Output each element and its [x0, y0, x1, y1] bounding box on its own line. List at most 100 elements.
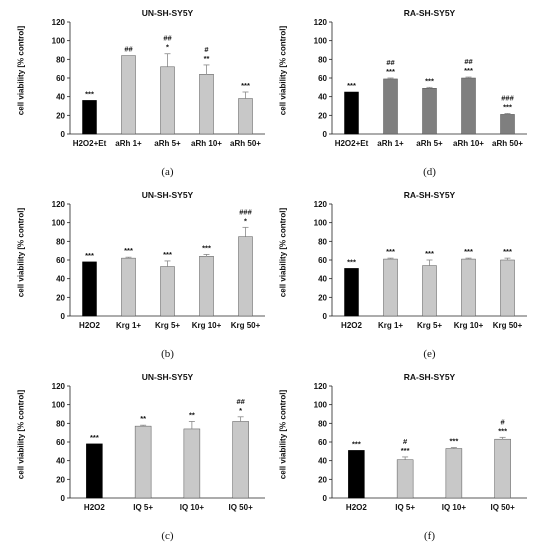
x-tick-label: Krg 1+ [116, 321, 141, 330]
bar [383, 258, 398, 317]
significance-label: ## [464, 57, 473, 66]
x-tick-label: H2O2 [79, 321, 100, 330]
panel-label: (c) [161, 530, 174, 542]
significance-label: ** [189, 410, 195, 419]
significance-label: *** [202, 243, 211, 252]
bar [121, 257, 136, 317]
y-tick-label: 20 [318, 111, 327, 120]
x-tick-label: aRh 10+ [191, 139, 222, 148]
y-tick-label: 60 [318, 256, 327, 265]
y-tick-label: 80 [56, 419, 65, 428]
y-tick-label: 40 [318, 93, 327, 102]
y-tick-label: 80 [56, 55, 65, 64]
bar [494, 438, 511, 499]
y-tick-label: 100 [52, 219, 66, 228]
x-tick-label: aRh 1+ [115, 139, 142, 148]
bar [160, 66, 175, 135]
significance-label: *** [503, 247, 512, 256]
bar [461, 77, 476, 135]
y-tick-label: 0 [323, 312, 328, 321]
y-tick-label: 20 [56, 111, 65, 120]
bar [199, 74, 214, 135]
significance-label: ## [163, 34, 172, 43]
x-tick-label: aRh 5+ [154, 139, 181, 148]
y-tick-label: 60 [318, 74, 327, 83]
chart-title: UN-SH-SY5Y [141, 8, 194, 18]
y-tick-label: 80 [318, 419, 327, 428]
x-tick-label: Krg 10+ [192, 321, 222, 330]
x-tick-label: IQ 50+ [491, 503, 516, 512]
significance-label: *** [386, 67, 395, 76]
x-tick-label: Krg 50+ [493, 321, 523, 330]
bar [500, 259, 515, 317]
significance-label: * [166, 43, 169, 52]
significance-label: *** [464, 66, 473, 75]
x-tick-label: IQ 10+ [180, 503, 205, 512]
y-tick-label: 120 [52, 200, 66, 209]
x-tick-label: aRh 50+ [230, 139, 261, 148]
x-tick-label: Krg 5+ [155, 321, 180, 330]
y-tick-label: 100 [314, 219, 328, 228]
y-tick-label: 120 [314, 18, 328, 27]
panel-label: (e) [423, 348, 436, 360]
x-tick-label: aRh 1+ [377, 139, 404, 148]
bar-chart: 0 20 40 60 80 100 120 *** H2O2 ** IQ 5+ ** IQ 10+ *##… [52, 382, 265, 512]
y-tick-label: 100 [52, 401, 66, 410]
bar [183, 428, 201, 499]
significance-label: ## [124, 45, 133, 54]
chart-title: RA-SH-SY5Y [403, 372, 456, 382]
x-tick-label: H2O2 [84, 503, 105, 512]
y-tick-label: 60 [56, 74, 65, 83]
y-tick-label: 20 [56, 293, 65, 302]
significance-label: ### [239, 207, 252, 216]
significance-label: ### [501, 93, 514, 102]
y-tick-label: 40 [318, 275, 327, 284]
significance-label: *** [401, 446, 410, 455]
significance-label: *** [425, 76, 434, 85]
y-tick-label: 80 [56, 237, 65, 246]
bar [82, 100, 97, 135]
significance-label: ** [140, 414, 146, 423]
significance-label: *** [425, 249, 434, 258]
significance-label: *** [503, 102, 512, 111]
y-tick-label: 40 [56, 275, 65, 284]
bar [396, 459, 414, 499]
x-tick-label: H2O2 [341, 321, 362, 330]
y-tick-label: 120 [52, 18, 66, 27]
panel-label: (d) [423, 166, 436, 178]
bar [445, 448, 463, 499]
y-tick-label: 60 [56, 256, 65, 265]
y-tick-label: 20 [56, 475, 65, 484]
bar-chart: 0 20 40 60 80 100 120 *** H2O2 *** Krg 1+ *** Krg 5+… [314, 200, 527, 330]
y-tick-label: 80 [318, 237, 327, 246]
significance-label: *** [352, 439, 361, 448]
significance-label: *** [85, 89, 94, 98]
x-tick-label: aRh 50+ [492, 139, 523, 148]
significance-label: *** [347, 257, 356, 266]
x-tick-label: H2O2+Et [335, 139, 369, 148]
bar [238, 98, 253, 135]
bar [383, 78, 398, 135]
bar [238, 236, 253, 317]
chart-title: UN-SH-SY5Y [141, 190, 194, 200]
panel-label: (f) [424, 530, 435, 542]
significance-label: ## [386, 58, 395, 67]
chart-title: RA-SH-SY5Y [403, 190, 456, 200]
y-tick-label: 0 [323, 130, 328, 139]
significance-label: *** [386, 247, 395, 256]
significance-label: *** [464, 247, 473, 256]
bar [160, 266, 175, 317]
y-tick-label: 0 [323, 494, 328, 503]
y-tick-label: 0 [61, 130, 66, 139]
x-tick-label: Krg 50+ [231, 321, 261, 330]
significance-label: ** [204, 54, 210, 63]
x-tick-label: Krg 5+ [417, 321, 442, 330]
significance-label: # [204, 45, 209, 54]
x-tick-label: H2O2 [346, 503, 367, 512]
y-tick-label: 40 [318, 457, 327, 466]
y-tick-label: 100 [314, 401, 328, 410]
x-tick-label: aRh 5+ [416, 139, 443, 148]
